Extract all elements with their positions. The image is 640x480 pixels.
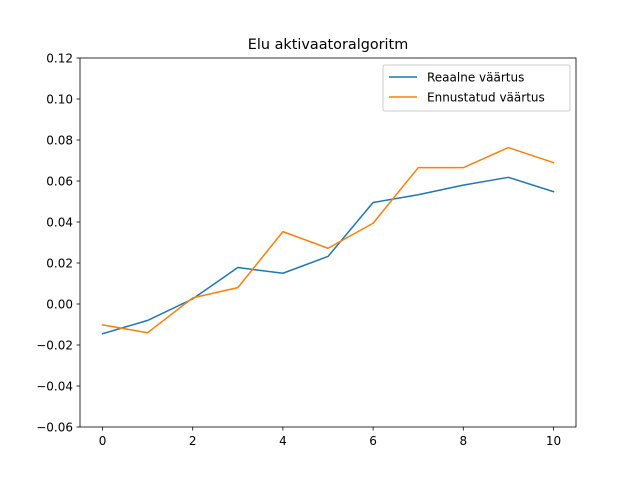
x-tick-label: 0 bbox=[99, 434, 107, 448]
y-tick-label: −0.04 bbox=[36, 379, 73, 393]
y-tick-label: −0.02 bbox=[36, 338, 73, 352]
x-tick-label: 4 bbox=[279, 434, 287, 448]
x-tick-label: 10 bbox=[546, 434, 561, 448]
series-line-2 bbox=[101, 146, 555, 334]
y-tick-label: 0.10 bbox=[46, 92, 73, 106]
chart-title: Elu aktivaatoralgoritm bbox=[248, 37, 408, 53]
series-line-1 bbox=[101, 176, 555, 335]
y-tick-label: 0.06 bbox=[46, 174, 73, 188]
y-tick-label: 0.02 bbox=[46, 256, 73, 270]
legend: Reaalne väärtus Ennustatud väärtus bbox=[382, 64, 571, 112]
legend-label-1: Reaalne väärtus bbox=[427, 70, 524, 84]
axes-frame bbox=[79, 57, 577, 428]
y-tick-label: 0.12 bbox=[46, 51, 73, 65]
legend-label-2: Ennustatud väärtus bbox=[427, 90, 545, 104]
legend-box bbox=[382, 64, 571, 112]
plot-area bbox=[79, 57, 577, 428]
y-tick-label: 0.08 bbox=[46, 133, 73, 147]
y-tick-label: −0.06 bbox=[36, 420, 73, 434]
x-axis: 0 2 4 6 8 10 bbox=[99, 427, 561, 448]
y-tick-label: 0.00 bbox=[46, 297, 73, 311]
x-tick-label: 8 bbox=[459, 434, 467, 448]
x-tick-label: 6 bbox=[369, 434, 377, 448]
series-layer bbox=[101, 146, 555, 335]
y-tick-label: 0.04 bbox=[46, 215, 73, 229]
x-tick-label: 2 bbox=[189, 434, 197, 448]
y-axis: −0.06 −0.04 −0.02 0.00 0.02 0.04 0.06 0.08 0.10 0… bbox=[36, 51, 80, 434]
